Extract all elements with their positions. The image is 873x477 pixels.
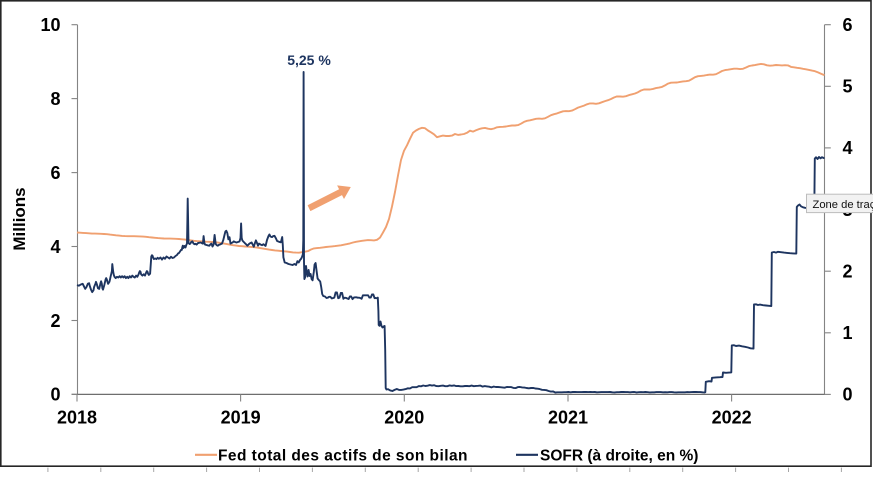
- svg-text:6: 6: [50, 163, 60, 183]
- svg-text:10: 10: [40, 15, 60, 35]
- svg-text:2022: 2022: [712, 407, 752, 427]
- svg-text:Millions: Millions: [10, 187, 29, 250]
- svg-text:5,25 %: 5,25 %: [287, 52, 331, 68]
- svg-text:5: 5: [843, 77, 853, 97]
- svg-text:2: 2: [50, 311, 60, 331]
- svg-text:Fed total des actifs de son bi: Fed total des actifs de son bilan: [218, 447, 468, 464]
- svg-text:2020: 2020: [384, 407, 424, 427]
- svg-text:2019: 2019: [221, 407, 261, 427]
- svg-text:0: 0: [843, 385, 853, 405]
- svg-text:4: 4: [843, 138, 853, 158]
- svg-text:2018: 2018: [57, 407, 97, 427]
- svg-text:Zone de traça: Zone de traça: [813, 199, 873, 211]
- svg-text:0: 0: [50, 385, 60, 405]
- svg-text:4: 4: [50, 237, 60, 257]
- svg-text:2021: 2021: [548, 407, 588, 427]
- svg-text:6: 6: [843, 15, 853, 35]
- svg-text:2: 2: [843, 262, 853, 282]
- svg-text:SOFR (à droite, en %): SOFR (à droite, en %): [540, 447, 698, 464]
- svg-text:1: 1: [843, 323, 853, 343]
- svg-text:8: 8: [50, 89, 60, 109]
